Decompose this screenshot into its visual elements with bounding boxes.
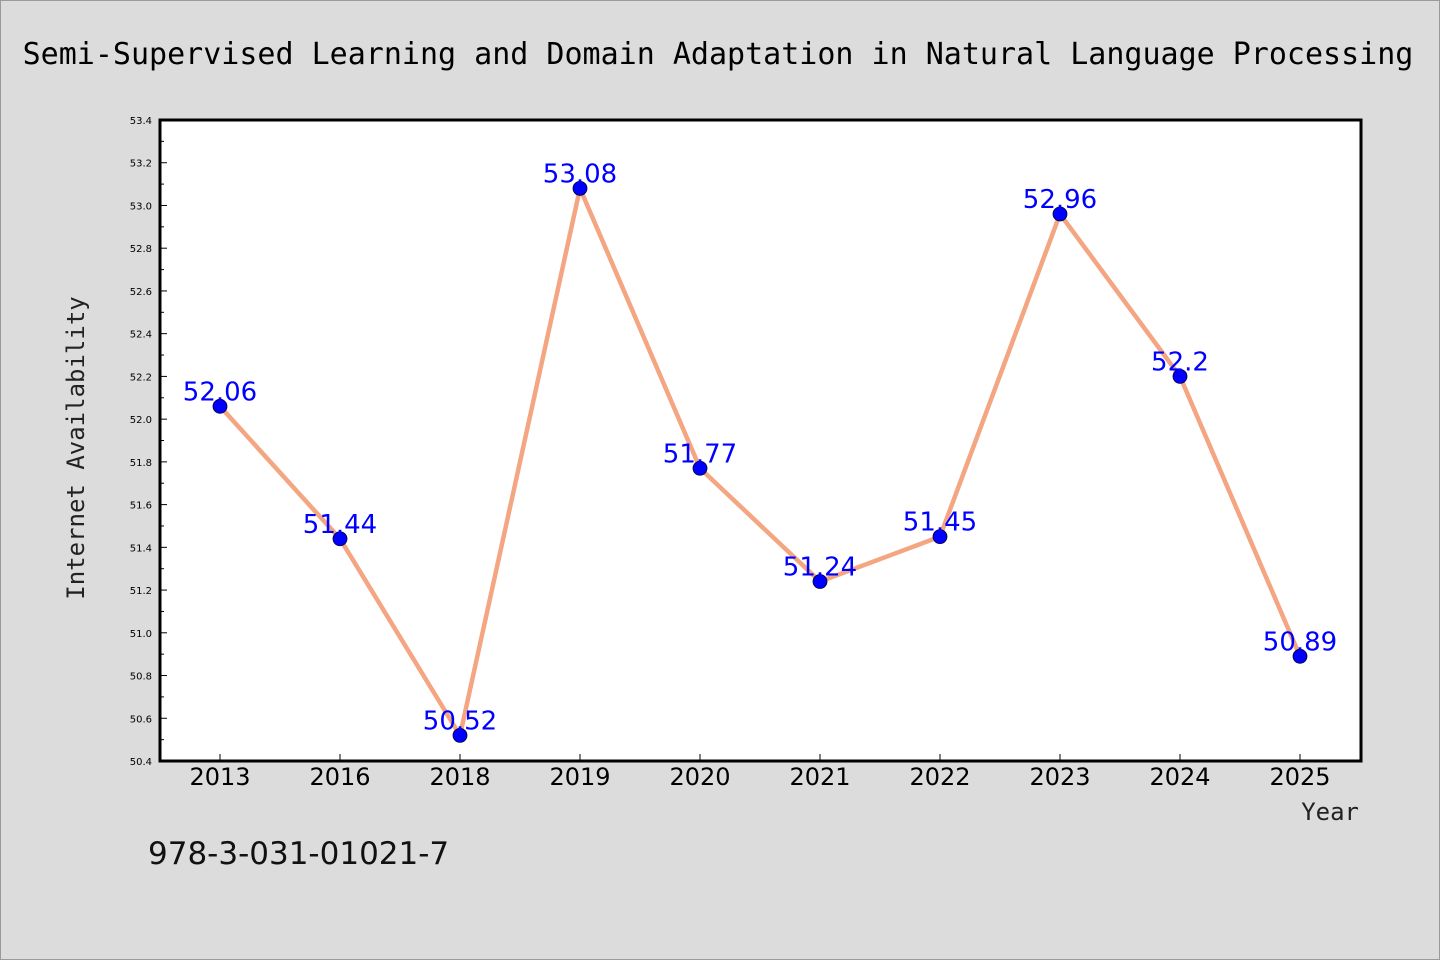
x-tick-label: 2021 [789,763,850,791]
data-point-label: 53.08 [543,159,617,189]
x-tick-label: 2019 [549,763,610,791]
series-line-group [218,186,1303,738]
data-point-label: 52.2 [1151,347,1209,377]
x-tick-label: 2018 [429,763,490,791]
data-labels: 52.06 51.44 50.52 53.08 51.77 51.24 51.45 52.96… [183,159,1337,736]
data-point-label: 51.24 [783,553,857,583]
series-markers [212,180,1308,743]
y-tick-label: 52.6 [130,287,152,298]
x-tick-label: 2022 [909,763,970,791]
y-tick-label: 50.6 [130,714,152,725]
data-point-marker [572,180,588,196]
x-axis-ticks: 2013 2016 2018 2019 2020 2021 2022 2023 2024 2025 [189,754,1331,791]
data-point-label: 51.77 [663,439,737,469]
y-axis-label: Internet Availability [62,296,90,599]
y-tick-label: 52.0 [130,415,152,426]
y-tick-label: 53.4 [130,116,152,127]
plot-area [158,118,1363,763]
data-point-marker [212,398,228,414]
data-point-marker [452,727,468,743]
x-tick-label: 2025 [1269,763,1330,791]
y-tick-label: 51.6 [130,501,152,512]
data-point-label: 52.06 [183,377,257,407]
y-tick-label: 50.8 [130,672,152,683]
y-tick-label: 51.8 [130,458,152,469]
y-tick-label: 51.4 [130,543,152,554]
x-tick-label: 2013 [189,763,250,791]
y-axis-ticks: 50.4 50.6 50.8 51.0 51.2 51.4 51.6 51.8 52.0 52.2… [130,116,167,768]
y-tick-label: 53.2 [130,159,152,170]
series-line [218,186,1303,738]
data-point-label: 50.52 [423,706,497,736]
data-point-marker [812,574,828,589]
data-point-marker [1052,206,1068,222]
y-tick-label: 52.8 [130,244,152,255]
data-point-marker [692,460,708,476]
data-point-marker [1172,368,1188,384]
x-tick-label: 2016 [309,763,370,791]
x-axis-label: Year [1301,798,1359,826]
x-tick-label: 2023 [1029,763,1090,791]
x-tick-label: 2024 [1149,763,1210,791]
y-tick-label: 50.4 [130,757,152,768]
data-point-marker [1292,648,1308,664]
data-point-label: 52.96 [1023,185,1097,215]
footnote-isbn: 978-3-031-01021-7 [148,836,449,872]
y-tick-label: 53.0 [130,201,152,212]
data-point-marker [932,529,948,545]
y-tick-label: 52.4 [130,330,152,341]
data-point-label: 51.45 [903,508,977,538]
data-point-marker [332,531,348,547]
data-point-label: 51.44 [303,510,377,540]
data-point-label: 50.89 [1263,627,1337,657]
chart-title: Semi-Supervised Learning and Domain Adap… [23,37,1414,72]
x-tick-label: 2020 [669,763,730,791]
y-tick-label: 51.0 [130,629,152,640]
y-tick-label: 51.2 [130,586,152,597]
y-tick-label: 52.2 [130,372,152,383]
